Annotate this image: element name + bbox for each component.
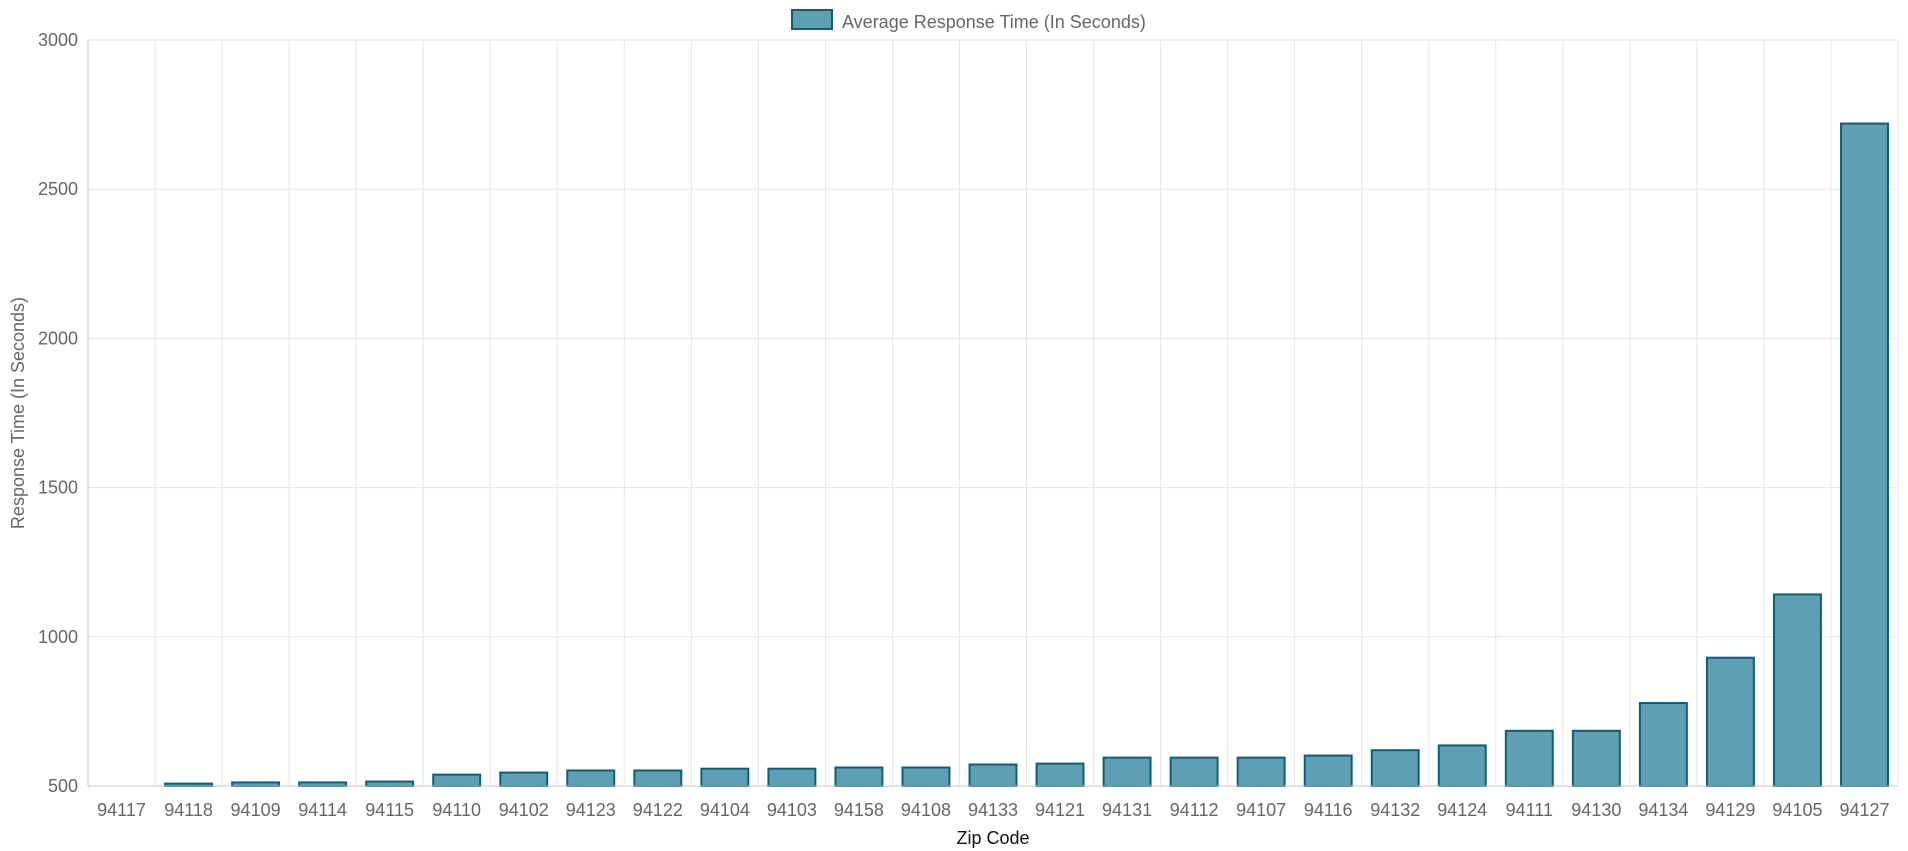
x-tick-label: 94104 — [700, 800, 750, 820]
bar-94110[interactable] — [432, 773, 482, 788]
x-tick-label: 94110 — [432, 800, 481, 820]
y-tick-label: 500 — [48, 776, 78, 796]
x-tick-label: 94116 — [1304, 800, 1353, 820]
legend-label[interactable]: Average Response Time (In Seconds) — [842, 12, 1146, 32]
y-tick-label: 2500 — [38, 179, 78, 199]
bar-94111[interactable] — [1504, 729, 1554, 788]
bar-94130[interactable] — [1571, 729, 1621, 788]
bar-94134[interactable] — [1638, 702, 1688, 787]
x-tick-label: 94109 — [231, 800, 281, 820]
bar-94112[interactable] — [1169, 756, 1219, 787]
grid-lines — [87, 39, 1899, 787]
x-tick-label: 94131 — [1102, 800, 1152, 820]
legend[interactable]: Average Response Time (In Seconds) — [791, 9, 1146, 32]
bar-94108[interactable] — [901, 766, 951, 788]
x-tick-label: 94132 — [1370, 800, 1420, 820]
x-tick-label: 94108 — [901, 800, 951, 820]
x-tick-label: 94130 — [1571, 800, 1621, 820]
bar-94104[interactable] — [700, 767, 750, 788]
y-tick-label: 1000 — [38, 627, 78, 647]
y-tick-label: 1500 — [38, 478, 78, 498]
y-tick-label: 2000 — [38, 328, 78, 348]
x-tick-label: 94158 — [834, 800, 884, 820]
y-tick-labels: 500 1000 1500 2000 2500 3000 — [38, 30, 78, 796]
bar-94114[interactable] — [298, 781, 348, 787]
bar-94105[interactable] — [1772, 593, 1822, 787]
x-tick-label: 94127 — [1839, 800, 1889, 820]
x-tick-label: 94133 — [968, 800, 1018, 820]
bar-94158[interactable] — [834, 766, 884, 788]
bar-94116[interactable] — [1303, 754, 1353, 787]
x-tick-label: 94102 — [499, 800, 549, 820]
x-tick-label: 94107 — [1236, 800, 1286, 820]
bar-94132[interactable] — [1370, 749, 1420, 788]
x-tick-label: 94111 — [1506, 800, 1553, 820]
x-tick-label: 94117 — [97, 800, 146, 820]
x-tick-label: 94114 — [298, 800, 347, 820]
axes — [87, 40, 1898, 787]
x-tick-label: 94112 — [1170, 800, 1219, 820]
bar-94133[interactable] — [968, 763, 1018, 787]
x-tick-label: 94121 — [1035, 800, 1085, 820]
bar-94107[interactable] — [1236, 756, 1286, 787]
x-tick-label: 94118 — [164, 800, 213, 820]
x-tick-label: 94122 — [633, 800, 683, 820]
x-tick-label: 94123 — [566, 800, 616, 820]
x-tick-label: 94105 — [1772, 800, 1822, 820]
bar-94115[interactable] — [365, 780, 415, 787]
x-tick-label: 94134 — [1638, 800, 1688, 820]
x-tick-labels: 94117 94118 94109 94114 94115 94110 94102 94123… — [97, 800, 1889, 820]
x-axis-title: Zip Code — [956, 828, 1029, 848]
bar-94124[interactable] — [1437, 744, 1487, 788]
bar-94103[interactable] — [767, 767, 817, 788]
x-tick-label: 94115 — [365, 800, 414, 820]
bar-94131[interactable] — [1102, 756, 1152, 787]
x-tick-label: 94103 — [767, 800, 817, 820]
bar-94121[interactable] — [1035, 762, 1085, 787]
x-tick-label: 94124 — [1437, 800, 1487, 820]
bar-94129[interactable] — [1705, 656, 1755, 787]
y-axis-title: Response Time (In Seconds) — [8, 297, 28, 529]
bar-94102[interactable] — [499, 771, 549, 788]
bar-94127[interactable] — [1840, 122, 1889, 787]
bar-94122[interactable] — [633, 769, 683, 788]
bar-94123[interactable] — [566, 769, 616, 788]
legend-swatch[interactable] — [791, 9, 833, 30]
bars — [164, 122, 1889, 788]
y-tick-label: 3000 — [38, 30, 78, 50]
x-tick-label: 94129 — [1705, 800, 1755, 820]
bar-94109[interactable] — [231, 781, 281, 787]
